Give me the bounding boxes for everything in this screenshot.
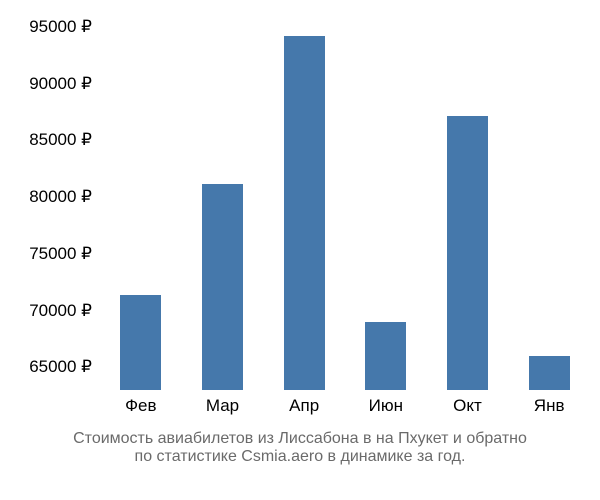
y-tick-label: 75000 ₽: [29, 244, 92, 264]
chart-caption: Стоимость авиабилетов из Лиссабона в на …: [0, 430, 600, 466]
caption-line-1: Стоимость авиабилетов из Лиссабона в на …: [0, 430, 600, 448]
bar: [202, 184, 243, 390]
bar: [529, 356, 570, 390]
y-tick-label: 90000 ₽: [29, 74, 92, 94]
y-tick-label: 85000 ₽: [29, 130, 92, 150]
x-tick-label: Янв: [534, 396, 565, 416]
y-tick-label: 80000 ₽: [29, 187, 92, 207]
x-tick-label: Окт: [453, 396, 482, 416]
y-tick-label: 95000 ₽: [29, 17, 92, 37]
plot-area: [100, 10, 590, 390]
x-tick-label: Мар: [206, 396, 239, 416]
y-tick-label: 65000 ₽: [29, 357, 92, 377]
bar: [365, 322, 406, 390]
x-tick-label: Апр: [289, 396, 319, 416]
bar: [447, 116, 488, 391]
bar: [120, 295, 161, 390]
bar: [284, 36, 325, 390]
y-tick-label: 70000 ₽: [29, 301, 92, 321]
x-tick-label: Июн: [369, 396, 403, 416]
price-bar-chart: 65000 ₽ 70000 ₽ 75000 ₽ 80000 ₽ 85000 ₽ 90000…: [0, 0, 600, 500]
x-tick-label: Фев: [125, 396, 156, 416]
caption-line-2: по статистике Csmia.aero в динамике за г…: [0, 448, 600, 466]
